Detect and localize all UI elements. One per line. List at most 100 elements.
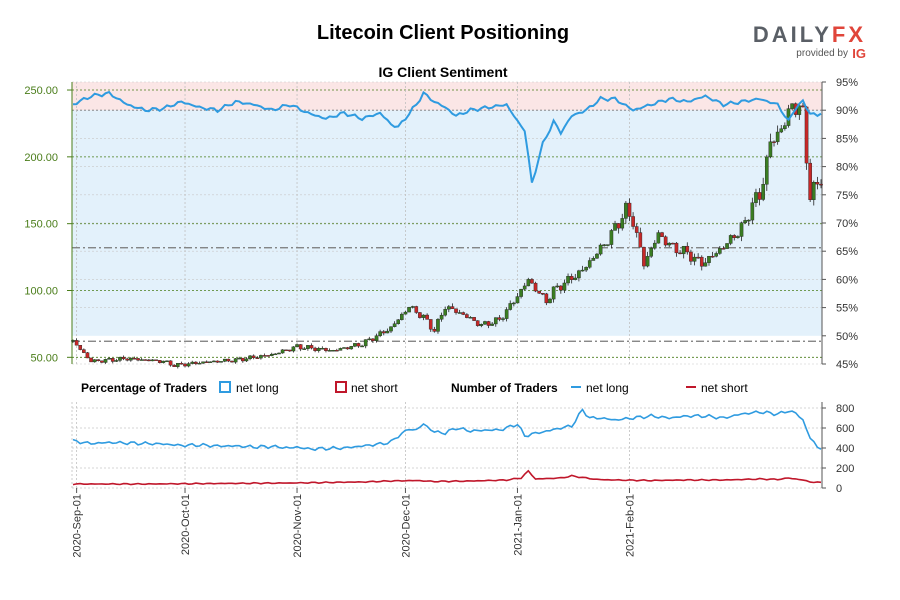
- candle-body: [360, 345, 364, 348]
- candle-body: [577, 270, 581, 279]
- percent-tick-label: 45%: [836, 359, 858, 371]
- candle-body: [681, 245, 686, 255]
- candle-body: [392, 323, 397, 327]
- candle-body: [334, 350, 339, 352]
- candle-body: [652, 242, 657, 249]
- candle-body: [248, 355, 252, 360]
- logo-provided-by: provided by: [796, 48, 848, 59]
- candle-body: [172, 364, 176, 367]
- candle-body: [595, 253, 599, 259]
- candle-body: [685, 245, 690, 253]
- candle-body: [660, 232, 664, 238]
- candle-body: [136, 358, 140, 361]
- legend-swatch-percentage-short: [335, 381, 347, 393]
- candle-body: [450, 306, 455, 309]
- candle-body: [157, 360, 162, 363]
- candle-body: [725, 243, 729, 249]
- candle-body: [92, 359, 97, 363]
- legend-percentage-long: net long: [236, 381, 279, 395]
- candle-body: [288, 349, 292, 352]
- candle-body: [721, 248, 726, 250]
- candle-body: [107, 358, 111, 360]
- date-axis: 2020-Sep-01 2020-Oct-01 2020-Nov-01 2020-De…: [72, 488, 636, 558]
- candle-body: [587, 260, 592, 268]
- candle-body: [645, 256, 650, 267]
- candle-body: [385, 330, 390, 334]
- candle-body: [280, 349, 285, 354]
- date-tick-label: 2020-Nov-01: [292, 494, 304, 558]
- percent-tick-label: 90%: [836, 105, 858, 117]
- candle-body: [512, 302, 516, 305]
- candle-body: [562, 282, 567, 291]
- candle-body: [768, 141, 773, 158]
- traders-tick-label: 0: [836, 483, 842, 495]
- candle-body: [371, 338, 375, 341]
- price-tick-label: 100.00: [24, 285, 58, 297]
- candle-body: [493, 317, 498, 325]
- candle-body: [461, 312, 466, 315]
- candle-body: [533, 282, 538, 292]
- candle-body: [598, 244, 603, 255]
- candle-body: [194, 361, 198, 364]
- candle-body: [338, 348, 343, 351]
- candle-body: [374, 335, 379, 341]
- candle-body: [208, 361, 213, 363]
- legend-percentage-short: net short: [351, 381, 398, 395]
- candle-body: [566, 276, 570, 284]
- candle-body: [277, 352, 281, 355]
- candle-body: [197, 362, 202, 365]
- candle-body: [638, 232, 643, 248]
- candle-body: [161, 360, 166, 363]
- candle-body: [410, 306, 415, 308]
- candle-body: [418, 312, 422, 318]
- candle-body: [750, 202, 755, 221]
- candle-body: [349, 346, 354, 350]
- percent-tick-label: 55%: [836, 303, 858, 315]
- percent-tick-label: 50%: [836, 331, 858, 343]
- candle-body: [378, 331, 382, 336]
- candle-body: [714, 253, 719, 257]
- candle-body: [428, 319, 433, 330]
- candle-body: [331, 350, 335, 352]
- candle-body: [85, 352, 90, 359]
- candle-body: [613, 223, 617, 231]
- candle-body: [215, 360, 220, 363]
- candle-body: [342, 347, 346, 349]
- candle-body: [808, 162, 812, 200]
- candle-body: [522, 285, 527, 290]
- candle-body: [439, 314, 444, 320]
- candle-body: [201, 361, 205, 364]
- candle-body: [606, 244, 610, 246]
- candle-body: [273, 353, 278, 356]
- logo-wordmark: DAILYFX: [753, 22, 866, 48]
- candle-body: [718, 248, 722, 254]
- candle-body: [811, 182, 816, 200]
- candle-body: [569, 276, 574, 280]
- candle-body: [667, 242, 672, 246]
- candle-body: [790, 103, 794, 109]
- logo-brand-accent: FX: [831, 22, 866, 47]
- candle-body: [761, 184, 765, 200]
- percent-tick-label: 85%: [836, 133, 858, 145]
- percent-tick-label: 70%: [836, 218, 858, 230]
- candle-body: [363, 339, 368, 347]
- candle-body: [783, 125, 787, 129]
- candle-body: [490, 323, 494, 326]
- candle-body: [739, 222, 744, 237]
- chart-subtitle: IG Client Sentiment: [378, 64, 508, 80]
- candle-body: [313, 347, 317, 351]
- candle-body: [508, 303, 513, 310]
- candle-body: [139, 359, 144, 361]
- candle-body: [118, 356, 122, 361]
- price-tick-label: 150.00: [24, 219, 58, 231]
- candle-body: [483, 321, 487, 325]
- candle-body: [472, 317, 476, 321]
- candle-body: [555, 285, 560, 288]
- candle-body: [465, 314, 469, 318]
- candle-body: [432, 328, 437, 332]
- chart-title: Litecoin Client Positioning: [316, 22, 570, 44]
- candle-body: [143, 359, 148, 361]
- candle-body: [573, 277, 578, 280]
- candle-body: [121, 356, 126, 360]
